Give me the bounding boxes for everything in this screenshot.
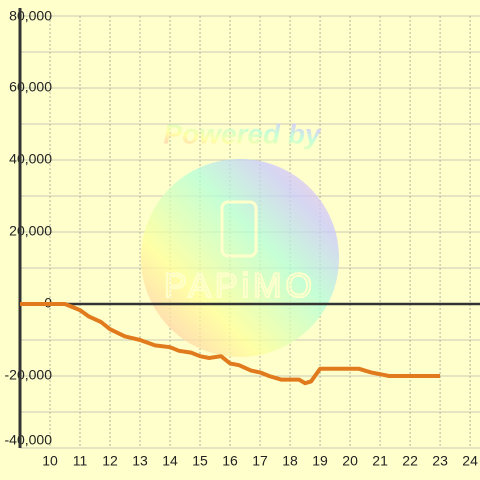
x-tick-label: 17 bbox=[252, 453, 268, 469]
y-tick-label: 60,000 bbox=[9, 79, 52, 95]
x-tick-label: 19 bbox=[312, 453, 328, 469]
watermark-text: Powered by bbox=[163, 118, 322, 149]
x-tick-label: 24 bbox=[462, 453, 478, 469]
x-tick-label: 14 bbox=[162, 453, 178, 469]
x-tick-label: 15 bbox=[192, 453, 208, 469]
watermark: Powered by PAPiMO bbox=[141, 118, 339, 357]
x-tick-label: 22 bbox=[402, 453, 418, 469]
watermark-circle bbox=[141, 159, 339, 357]
y-tick-label: 80,000 bbox=[9, 8, 52, 24]
line-series bbox=[20, 302, 441, 386]
y-tick-label: 20,000 bbox=[9, 223, 52, 239]
y-tick-label: -40,000 bbox=[5, 432, 53, 448]
x-tick-label: 16 bbox=[222, 453, 238, 469]
x-tick-label: 13 bbox=[132, 453, 148, 469]
x-tick-label: 18 bbox=[282, 453, 298, 469]
watermark-logo: PAPiMO bbox=[164, 267, 316, 305]
x-tick-label: 10 bbox=[42, 453, 58, 469]
y-tick-label: 40,000 bbox=[9, 151, 52, 167]
watermark-icon bbox=[220, 200, 258, 258]
x-tick-label: 12 bbox=[102, 453, 118, 469]
x-tick-label: 11 bbox=[73, 453, 88, 469]
x-tick-label: 23 bbox=[432, 453, 448, 469]
x-tick-label: 21 bbox=[372, 453, 388, 469]
x-tick-label: 20 bbox=[342, 453, 358, 469]
y-tick-label: -20,000 bbox=[5, 367, 53, 383]
